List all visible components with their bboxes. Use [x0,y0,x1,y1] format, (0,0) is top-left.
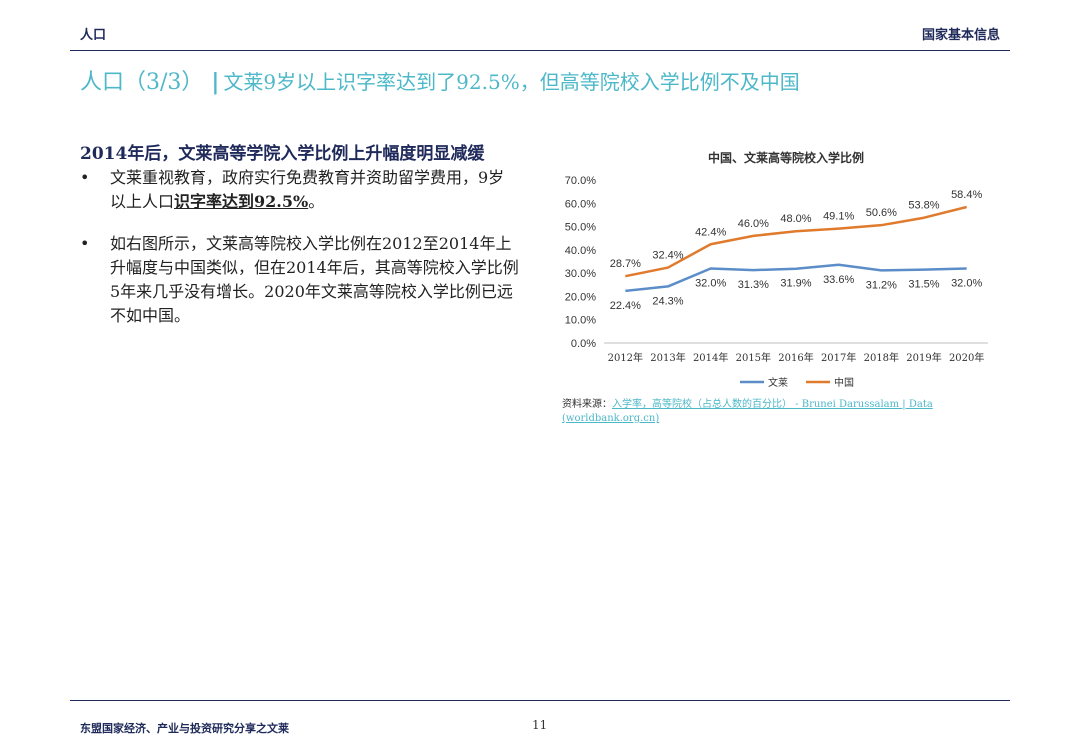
y-tick-label: 40.0% [565,245,596,257]
y-tick-label: 20.0% [565,291,596,303]
y-tick-label: 10.0% [565,315,596,327]
bullet-enrollment: • 如右图所示，文莱高等院校入学比例在2012至2014年上升幅度与中国类似，但… [80,232,520,328]
y-tick-label: 60.0% [565,198,596,210]
footer-divider [70,700,1010,701]
data-label: 33.6% [823,274,854,286]
data-label: 53.8% [908,200,939,212]
title-main: 人口（3/3） [80,70,204,95]
category-label: 国家基本信息 [921,28,1000,43]
y-tick-label: 0.0% [571,338,596,350]
data-label: 28.7% [610,258,641,270]
x-tick-label: 2020年 [949,351,984,364]
page-number: 11 [532,718,548,732]
y-tick-label: 70.0% [565,175,596,187]
text-panel: 2014年后，文莱高等学院入学比例上升幅度明显减缓 • 文莱重视教育，政府实行免… [80,142,520,328]
data-label: 31.5% [908,279,939,291]
data-label: 50.6% [866,207,897,219]
x-tick-label: 2012年 [608,351,643,364]
bullet1-highlight: 识字率达到92.5% [174,192,309,211]
series-line-1 [625,205,967,278]
legend-label-1: 中国 [834,376,854,389]
source-note: 资料来源：入学率，高等院校（占总人数的百分比） - Brunei Darussa… [562,398,962,426]
bullet-dot: • [80,168,90,187]
data-label: 42.4% [695,226,726,238]
data-label: 32.0% [951,277,982,289]
x-tick-label: 2015年 [736,351,771,364]
x-tick-label: 2013年 [650,351,685,364]
data-label: 31.9% [780,278,811,290]
data-label: 24.3% [652,295,683,307]
x-tick-label: 2019年 [906,351,941,364]
source-link[interactable]: 入学率，高等院校（占总人数的百分比） - Brunei Darussalam |… [562,399,933,424]
data-label: 49.1% [823,211,854,223]
section-label: 人口 [80,28,107,43]
slide-title: 人口（3/3） | 文莱9岁以上识字率达到了92.5%，但高等院校入学比例不及中国 [80,64,800,96]
header-divider [70,50,1010,51]
section-heading: 2014年后，文莱高等学院入学比例上升幅度明显减缓 [80,144,485,164]
x-tick-label: 2017年 [821,351,856,364]
bullet-literacy: • 文莱重视教育，政府实行免费教育并资助留学费用，9岁以上人口识字率达到92.5… [80,166,520,214]
y-tick-label: 50.0% [565,222,596,234]
bullet-dot: • [80,234,90,253]
data-label: 31.3% [738,279,769,291]
data-label: 48.0% [780,213,811,225]
data-label: 32.4% [652,250,683,262]
bullet2-text: 如右图所示，文莱高等院校入学比例在2012至2014年上升幅度与中国类似，但在2… [110,234,519,325]
x-tick-label: 2016年 [778,351,813,364]
title-separator: | [211,69,220,95]
series-line-0 [625,263,967,293]
legend-label-0: 文莱 [768,376,788,389]
x-tick-label: 2018年 [864,351,899,364]
x-tick-label: 2014年 [693,351,728,364]
title-subtitle: 文莱9岁以上识字率达到了92.5%，但高等院校入学比例不及中国 [223,70,800,94]
data-label: 46.0% [738,218,769,230]
data-label: 58.4% [951,189,982,201]
source-label: 资料来源： [562,399,612,410]
enrollment-chart: 中国、文莱高等院校入学比例 0.0% 10.0% 20.0% 30.0% 40.0% 50.… [556,142,1006,402]
bullet1-text: 文莱重视教育，政府实行免费教育并资助留学费用，9岁以上人口 [110,168,505,211]
data-label: 32.0% [695,277,726,289]
y-tick-label: 30.0% [565,268,596,280]
footer-text: 东盟国家经济、产业与投资研究分享之文莱 [80,722,289,735]
data-label: 31.2% [866,279,897,291]
data-label: 22.4% [610,300,641,312]
chart-title: 中国、文莱高等院校入学比例 [708,150,864,165]
chart-svg: 中国、文莱高等院校入学比例 0.0% 10.0% 20.0% 30.0% 40.0% 50.… [565,150,988,389]
bullet1-end: 。 [308,192,325,211]
